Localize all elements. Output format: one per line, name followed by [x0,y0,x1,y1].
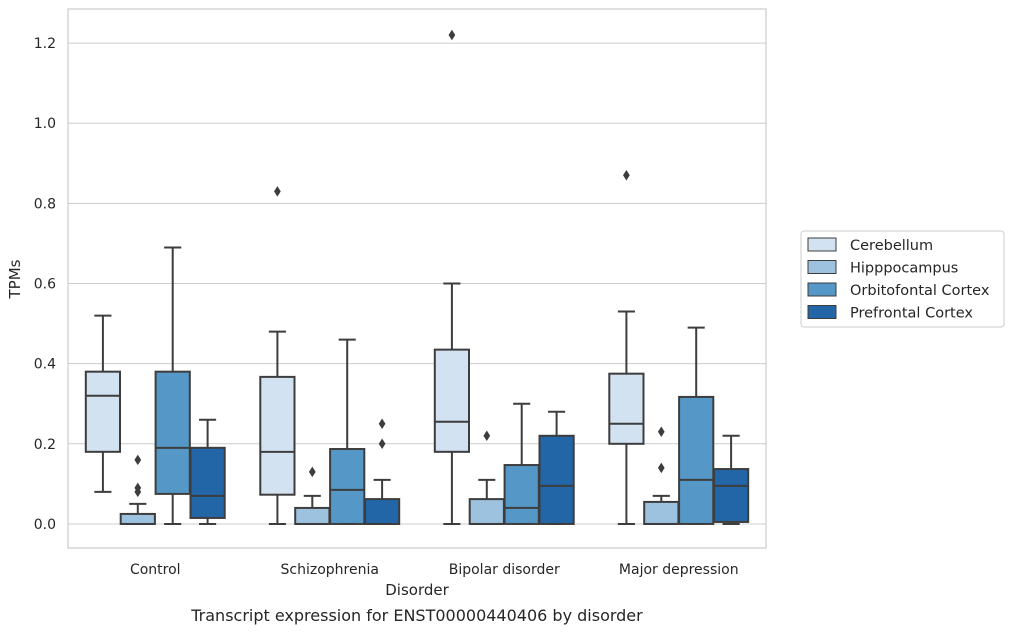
box-body [712,468,750,523]
x-tick-label: Schizophrenia [281,562,379,578]
y-tick-label: 0.4 [34,357,56,373]
box-body [433,348,471,453]
legend: Cerebellum Hipppocampus Orbitofontal Corte… [800,230,1005,328]
box-body [468,498,505,525]
box-hipppocampus-control [119,454,156,525]
y-tick-label: 0.8 [34,196,56,212]
outlier-point [378,438,386,450]
axes: 0.0 0.2 0.4 0.6 0.8 1.0 1.2 Control Schizophreni… [34,8,767,578]
outlier-point [623,170,630,181]
y-tick-label: 0.2 [34,437,56,453]
box-prefrontal-cortex-schizophrenia [363,418,401,525]
outlier-point [657,426,665,438]
legend-label: Prefrontal Cortex [850,306,973,322]
box-body [154,370,191,495]
box-body [84,370,122,453]
outlier-point [483,430,491,442]
box-cerebellum-control [84,314,122,493]
box-cerebellum-bipolar-disorder [433,29,471,525]
legend-item-hipppocampus: Hipppocampus [807,260,958,277]
box-body [189,446,226,519]
box-hipppocampus-bipolar-disorder [468,430,505,525]
box-hipppocampus-major-depression [643,426,680,525]
legend-label: Orbitofontal Cortex [850,283,990,299]
x-tick-label: Control [130,562,181,578]
outlier-point [134,454,142,466]
box-body [259,375,296,496]
outlier-point [134,486,142,498]
box-orbitofontal-cortex-bipolar-disorder [503,402,540,525]
x-axis-label: Disorder [385,581,449,599]
box-orbitofontal-cortex-major-depression [678,326,715,525]
box-series [84,29,750,525]
legend-item-cerebellum: Cerebellum [807,237,933,254]
outlier-point [274,186,281,197]
box-body [538,434,575,525]
plot-frame [67,8,767,549]
y-tick-label: 1.0 [34,116,56,132]
outlier-point [378,418,386,430]
legend-swatch [807,237,837,252]
box-prefrontal-cortex-major-depression [712,434,750,525]
y-tick-label: 0.0 [34,517,56,533]
x-tick-label: Major depression [619,562,739,578]
x-tick-label: Bipolar disorder [449,562,560,578]
box-body [678,395,715,525]
legend-swatch [807,282,837,297]
legend-label: Hipppocampus [850,261,958,277]
box-orbitofontal-cortex-control [154,246,191,525]
legend-item-prefrontal-cortex: Prefrontal Cortex [807,305,973,322]
outlier-point [308,466,316,478]
legend-swatch [807,305,837,319]
box-prefrontal-cortex-control [189,418,226,525]
box-cerebellum-major-depression [608,170,645,525]
y-axis-label: TPMs [6,259,24,299]
y-tick-label: 0.6 [34,277,56,293]
legend-swatch [807,260,837,274]
box-cerebellum-schizophrenia [259,186,296,525]
figure-caption: Transcript expression for ENST0000044040… [191,606,643,625]
box-hipppocampus-schizophrenia [294,466,331,525]
outlier-point [448,29,456,41]
legend-frame [800,230,1005,328]
box-orbitofontal-cortex-schizophrenia [329,338,366,525]
outlier-point [657,462,665,474]
box-body [119,512,156,525]
box-body [643,500,680,525]
box-body [329,448,366,525]
legend-label: Cerebellum [850,238,933,254]
y-tick-label: 1.2 [34,36,56,52]
legend-item-orbitofontal-cortex: Orbitofontal Cortex [807,282,990,299]
box-prefrontal-cortex-bipolar-disorder [538,410,575,525]
box-body [363,498,401,525]
box-body [294,506,331,525]
box-body [503,464,540,525]
box-body [608,372,645,445]
